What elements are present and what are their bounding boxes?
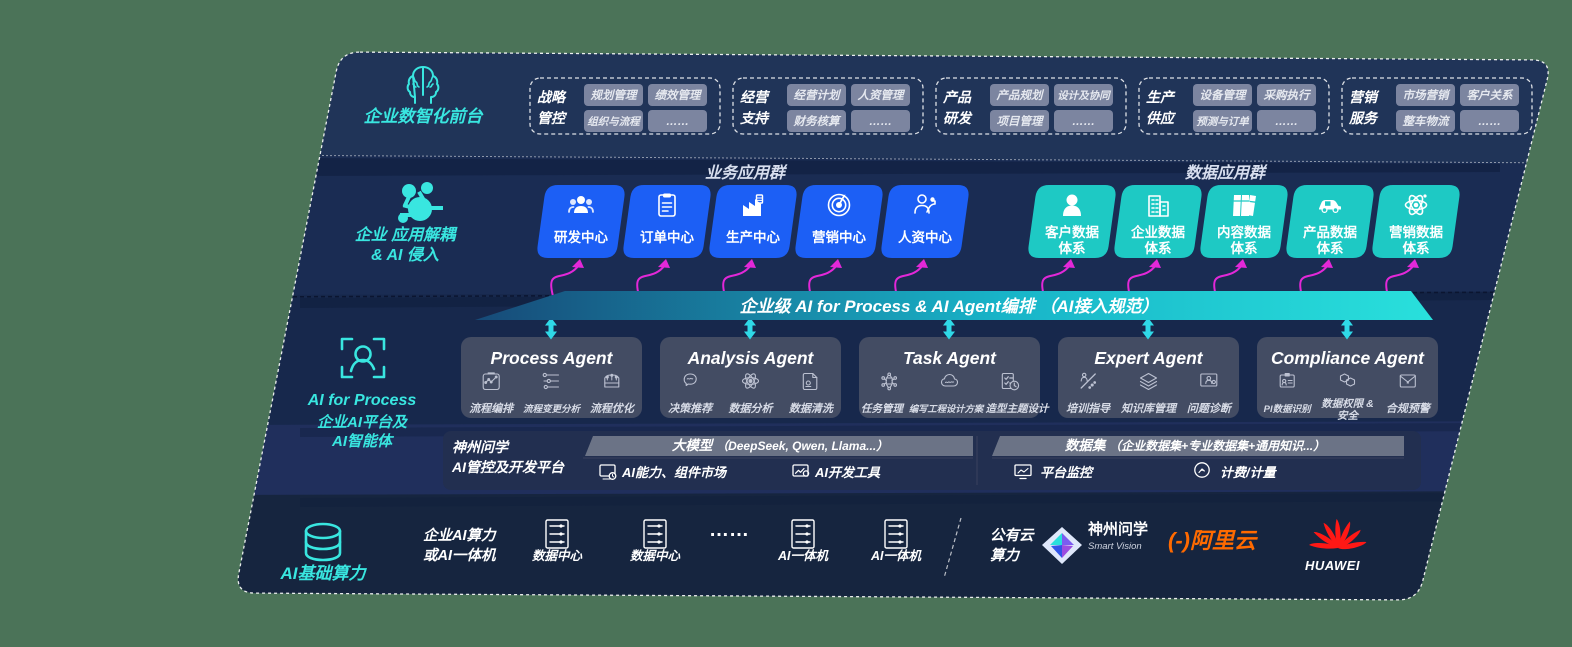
svg-text:神州问学: 神州问学 <box>452 439 510 455</box>
svg-text:人资管理: 人资管理 <box>857 89 906 102</box>
svg-text:供应: 供应 <box>1146 110 1177 126</box>
svg-text:生产: 生产 <box>1146 89 1176 105</box>
svg-text:造型主题设计: 造型主题设计 <box>986 402 1050 415</box>
svg-text:企业数智化前台: 企业数智化前台 <box>364 107 484 126</box>
svg-text:AI智能体: AI智能体 <box>331 433 395 450</box>
svg-text:服务: 服务 <box>1348 110 1379 126</box>
svg-text:采购执行: 采购执行 <box>1264 89 1312 102</box>
svg-text:战略: 战略 <box>537 89 567 105</box>
svg-text:产品: 产品 <box>942 89 972 105</box>
svg-text:Process Agent: Process Agent <box>491 348 614 368</box>
svg-text:数据清洗: 数据清洗 <box>789 402 835 415</box>
svg-text:研发: 研发 <box>943 110 973 126</box>
svg-text:订单中心: 订单中心 <box>640 229 694 245</box>
svg-text:产品数据: 产品数据 <box>1303 224 1357 240</box>
svg-text:绩效管理: 绩效管理 <box>655 89 703 102</box>
svg-text:决策推荐: 决策推荐 <box>668 402 714 415</box>
svg-text:支持: 支持 <box>739 110 770 126</box>
svg-text:……: …… <box>1478 116 1501 128</box>
svg-text:人资中心: 人资中心 <box>898 229 952 245</box>
svg-text:……: …… <box>1072 116 1095 128</box>
svg-text:AI管控及开发平台: AI管控及开发平台 <box>451 459 565 475</box>
svg-text:经营: 经营 <box>740 89 771 105</box>
svg-text:体系: 体系 <box>1317 240 1345 256</box>
svg-text:企业级 AI for Process & AI Agent编: 企业级 AI for Process & AI Agent编排 （AI接入规范） <box>739 297 1158 316</box>
svg-text:设备管理: 设备管理 <box>1200 89 1248 102</box>
svg-text:问题诊断: 问题诊断 <box>1187 402 1234 415</box>
svg-text:整车物流: 整车物流 <box>1403 115 1451 128</box>
svg-text:企业 应用解耦: 企业 应用解耦 <box>355 226 458 244</box>
svg-text:PI数据识别: PI数据识别 <box>1264 403 1312 415</box>
svg-text:体系: 体系 <box>1059 240 1087 256</box>
svg-text:知识库管理: 知识库管理 <box>1120 402 1178 415</box>
svg-text:神州问学: 神州问学 <box>1088 520 1148 538</box>
svg-text:数据应用群: 数据应用群 <box>1185 164 1268 182</box>
svg-text:流程变更分析: 流程变更分析 <box>523 403 582 415</box>
svg-text:客户关系: 客户关系 <box>1467 88 1514 102</box>
svg-text:数据中心: 数据中心 <box>630 549 681 563</box>
svg-text:体系: 体系 <box>1145 240 1173 256</box>
svg-text:(-)阿里云: (-)阿里云 <box>1168 528 1258 553</box>
svg-text:数据分析: 数据分析 <box>729 402 775 415</box>
svg-text:任务管理: 任务管理 <box>861 402 905 415</box>
svg-text:Analysis Agent: Analysis Agent <box>687 348 815 368</box>
svg-text:流程编排: 流程编排 <box>469 402 515 415</box>
svg-text:……: …… <box>1275 116 1298 128</box>
svg-text:Smart Vision: Smart Vision <box>1088 541 1142 552</box>
svg-text:财务核算: 财务核算 <box>793 115 842 128</box>
svg-text:设计及协同: 设计及协同 <box>1057 89 1111 102</box>
svg-text:大模型 （DeepSeek, Qwen, Llama...）: 大模型 （DeepSeek, Qwen, Llama...） <box>672 438 888 453</box>
svg-text:Expert Agent: Expert Agent <box>1094 348 1203 368</box>
svg-text:企业AI平台及: 企业AI平台及 <box>317 413 409 431</box>
svg-text:项目管理: 项目管理 <box>997 115 1045 128</box>
svg-text:公有云: 公有云 <box>990 527 1035 544</box>
svg-text:营销中心: 营销中心 <box>812 229 866 245</box>
svg-text:编写工程设计方案: 编写工程设计方案 <box>909 403 985 414</box>
svg-text:数据权限 &: 数据权限 & <box>1321 397 1374 410</box>
svg-text:组织与流程: 组织与流程 <box>587 115 641 128</box>
svg-text:AI for Process: AI for Process <box>307 392 417 409</box>
svg-text:客户数据: 客户数据 <box>1044 224 1099 240</box>
svg-text:AI一体机: AI一体机 <box>777 549 830 563</box>
svg-text:研发中心: 研发中心 <box>554 229 608 245</box>
svg-text:市场营销: 市场营销 <box>1403 88 1451 102</box>
svg-text:流程优化: 流程优化 <box>590 402 636 415</box>
svg-text:Task Agent: Task Agent <box>903 348 997 368</box>
svg-text:安全: 安全 <box>1337 409 1360 422</box>
svg-text:营销数据: 营销数据 <box>1389 224 1443 240</box>
svg-text:数据中心: 数据中心 <box>532 549 583 563</box>
svg-text:管控: 管控 <box>537 110 568 126</box>
svg-text:生产中心: 生产中心 <box>726 229 780 245</box>
svg-text:规划管理: 规划管理 <box>590 89 639 102</box>
svg-text:预测与订单: 预测与订单 <box>1196 115 1250 128</box>
svg-text:Compliance Agent: Compliance Agent <box>1271 348 1425 368</box>
svg-text:内容数据: 内容数据 <box>1217 224 1271 240</box>
svg-text:AI基础算力: AI基础算力 <box>280 564 368 583</box>
svg-text:计费/计量: 计费/计量 <box>1220 465 1278 480</box>
svg-text:数据集 （企业数据集+专业数据集+通用知识...）: 数据集 （企业数据集+专业数据集+通用知识...） <box>1065 438 1325 453</box>
svg-text:合规预警: 合规预警 <box>1386 402 1432 415</box>
svg-text:培训指导: 培训指导 <box>1066 402 1111 415</box>
svg-text:经营计划: 经营计划 <box>794 89 842 102</box>
svg-text:企业数据: 企业数据 <box>1130 224 1185 240</box>
svg-text:或AI一体机: 或AI一体机 <box>423 547 497 564</box>
svg-text:营销: 营销 <box>1349 89 1380 105</box>
svg-text:产品规划: 产品规划 <box>996 89 1045 102</box>
svg-text:……: …… <box>869 116 892 128</box>
svg-text:业务应用群: 业务应用群 <box>705 164 788 182</box>
svg-text:算力: 算力 <box>990 547 1020 564</box>
svg-text:平台监控: 平台监控 <box>1040 465 1095 480</box>
svg-text:AI一体机: AI一体机 <box>870 549 923 563</box>
svg-text:AI能力、组件市场: AI能力、组件市场 <box>621 465 728 480</box>
svg-text:……: …… <box>709 519 749 541</box>
svg-text:& AI 侵入: & AI 侵入 <box>371 246 439 264</box>
svg-text:……: …… <box>666 116 689 128</box>
svg-text:企业AI算力: 企业AI算力 <box>423 527 497 544</box>
svg-text:体系: 体系 <box>1231 240 1259 256</box>
svg-text:HUAWEI: HUAWEI <box>1305 558 1360 573</box>
svg-text:AI开发工具: AI开发工具 <box>814 465 881 480</box>
svg-text:体系: 体系 <box>1403 240 1431 256</box>
